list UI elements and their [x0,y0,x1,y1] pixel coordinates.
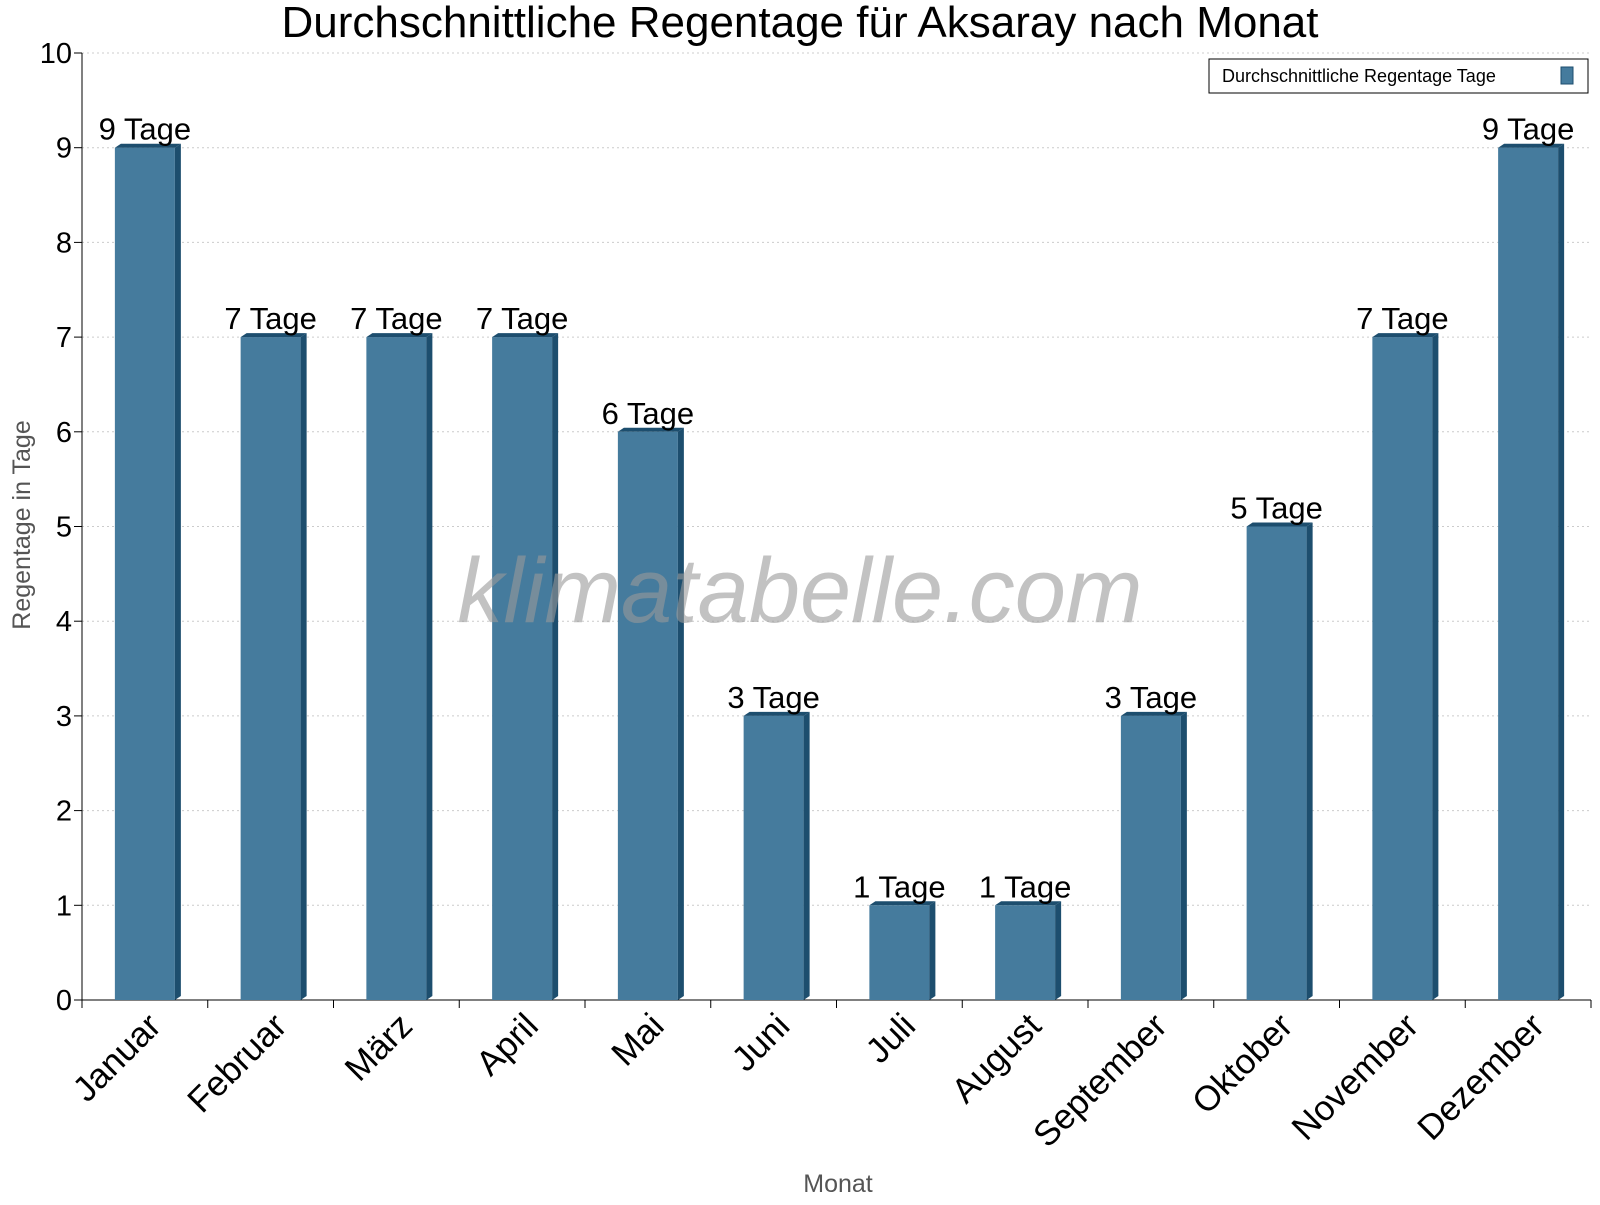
y-tick-label: 2 [56,796,72,828]
bar-top [114,143,181,148]
bar [1246,522,1313,1000]
x-tick-label: September [1026,1006,1175,1155]
bar-side [677,427,684,1000]
bar-top [617,427,684,432]
data-label: 9 Tage [99,112,192,147]
bar-face [1120,715,1181,1000]
data-label: 3 Tage [727,680,820,715]
bar [114,143,181,1000]
bar-top [240,333,307,338]
bar-side [174,143,181,1000]
bar-side [300,333,307,1001]
x-tick-label: Februar [180,1006,294,1120]
bar [1372,333,1439,1001]
bar-side [803,711,810,1000]
legend-label: Durchschnittliche Regentage Tage [1222,66,1496,86]
bar-face [617,431,678,1000]
bar-face [743,715,804,1000]
legend-swatch [1560,66,1574,85]
bar [366,333,433,1001]
x-axis-label: Monat [803,1170,873,1198]
x-tick-label: Juli [858,1006,923,1071]
y-tick-label: 10 [40,38,72,70]
y-tick-label: 8 [56,227,72,259]
x-tick-label: März [337,1006,420,1089]
x-tick-label: Oktober [1185,1006,1301,1122]
bar-side [426,333,433,1001]
bar-face [366,337,427,1001]
bar-top [1120,711,1187,716]
gridlines [82,52,1591,906]
bar-face [492,337,553,1001]
bar [492,333,559,1001]
bar-top [1246,522,1313,527]
bar [995,901,1062,1000]
y-axis-ticks: 0 1 2 3 4 5 6 7 8 9 10 [40,38,82,1017]
data-labels: 9 Tage 7 Tage 7 Tage 7 Tage 6 Tage 3 Tage 1 Ta… [99,112,1575,905]
bar-side [929,901,936,1000]
data-label: 6 Tage [602,396,695,431]
bar [1498,143,1565,1000]
x-tick-label: Januar [65,1006,168,1109]
x-tick-label: Dezember [1410,1006,1552,1148]
bar [869,901,936,1000]
bar-face [995,905,1056,1000]
bars [114,143,1565,1001]
bar-side [1432,333,1439,1001]
data-label: 3 Tage [1105,680,1198,715]
y-tick-label: 6 [56,417,72,449]
watermark: klimatabelle.com [457,540,1142,642]
bar [743,711,810,1000]
data-label: 7 Tage [476,301,569,336]
y-tick-label: 9 [56,133,72,165]
x-tick-label: Juni [724,1006,797,1079]
bar-side [1306,522,1313,1000]
data-label: 1 Tage [979,869,1072,904]
y-tick-label: 4 [56,606,72,638]
bar-face [114,147,175,1000]
data-label: 7 Tage [224,301,317,336]
bar-face [1372,337,1433,1001]
y-tick-label: 7 [56,322,72,354]
bar-top [366,333,433,338]
y-tick-label: 3 [56,701,72,733]
data-label: 5 Tage [1230,491,1323,526]
bar-top [995,901,1062,906]
bar-top [869,901,936,906]
x-tick-label: August [944,1006,1049,1111]
x-axis-ticks: Januar Februar März April Mai Juni Juli AugustS… [65,1000,1592,1155]
bar-face [1498,147,1559,1000]
y-tick-label: 0 [56,985,72,1017]
bar-top [1372,333,1439,338]
data-label: 9 Tage [1482,112,1575,147]
x-tick-label: November [1284,1006,1426,1148]
bar-top [492,333,559,338]
data-label: 7 Tage [1356,301,1449,336]
bar-top [1498,143,1565,148]
y-tick-label: 5 [56,512,72,544]
chart-title: Durchschnittliche Regentage für Aksaray … [281,0,1318,47]
bar-side [1558,143,1565,1000]
data-label: 7 Tage [350,301,443,336]
bar [1120,711,1187,1000]
legend: Durchschnittliche Regentage Tage [1208,58,1589,94]
x-tick-label: April [469,1006,546,1083]
legend-box [1208,58,1589,94]
bar-face [1246,526,1307,1000]
y-axis-label: Regentage in Tage [8,420,36,629]
bar [240,333,307,1001]
x-tick-label: Mai [604,1006,671,1073]
y-tick-label: 1 [56,890,72,922]
bar-face [240,337,301,1001]
bar-side [552,333,559,1001]
bar-top [743,711,810,716]
bar-side [1180,711,1187,1000]
bar [617,427,684,1000]
bar-side [1055,901,1062,1000]
bar-face [869,905,930,1000]
data-label: 1 Tage [853,869,946,904]
